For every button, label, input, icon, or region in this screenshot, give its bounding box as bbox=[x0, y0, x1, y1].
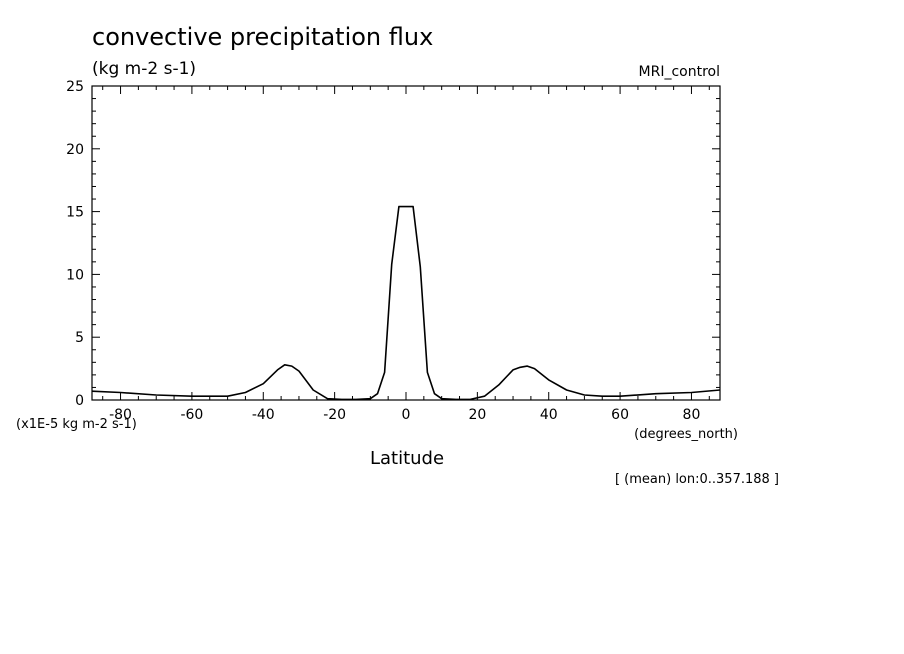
y-tick-label: 25 bbox=[66, 79, 84, 95]
chart-title: convective precipitation flux bbox=[92, 23, 433, 51]
footnote: [ (mean) lon:0..357.188 ] bbox=[615, 472, 779, 487]
x-tick-label: 40 bbox=[540, 407, 558, 423]
y-tick-label: 10 bbox=[66, 267, 84, 283]
y-scale-label: (x1E-5 kg m-2 s-1) bbox=[16, 417, 137, 432]
series-line bbox=[91, 205, 721, 401]
tick-labels: -80 -60 -40 -20 0 20 40 60 80 0 5 10 15 20 25 bbox=[66, 79, 700, 423]
x-tick-label: -60 bbox=[180, 407, 203, 423]
x-tick-label: 20 bbox=[468, 407, 486, 423]
dataset-label: MRI_control bbox=[639, 64, 720, 80]
chart-units: (kg m-2 s-1) bbox=[92, 59, 196, 79]
x-tick-label: 60 bbox=[611, 407, 629, 423]
plot-frame bbox=[91, 85, 721, 401]
x-axis-title: Latitude bbox=[370, 448, 444, 469]
x-tick-label: -20 bbox=[323, 407, 346, 423]
x-units-label: (degrees_north) bbox=[634, 427, 738, 442]
y-tick-label: 15 bbox=[66, 205, 84, 221]
x-tick-label: 80 bbox=[683, 407, 701, 423]
x-tick-label: -40 bbox=[252, 407, 275, 423]
x-tick-label: 0 bbox=[402, 407, 411, 423]
x-tick-label: -80 bbox=[109, 407, 132, 423]
y-tick-label: 20 bbox=[66, 142, 84, 158]
axis-ticks bbox=[92, 85, 720, 401]
y-tick-label: 5 bbox=[75, 330, 84, 346]
y-tick-label: 0 bbox=[75, 393, 84, 409]
